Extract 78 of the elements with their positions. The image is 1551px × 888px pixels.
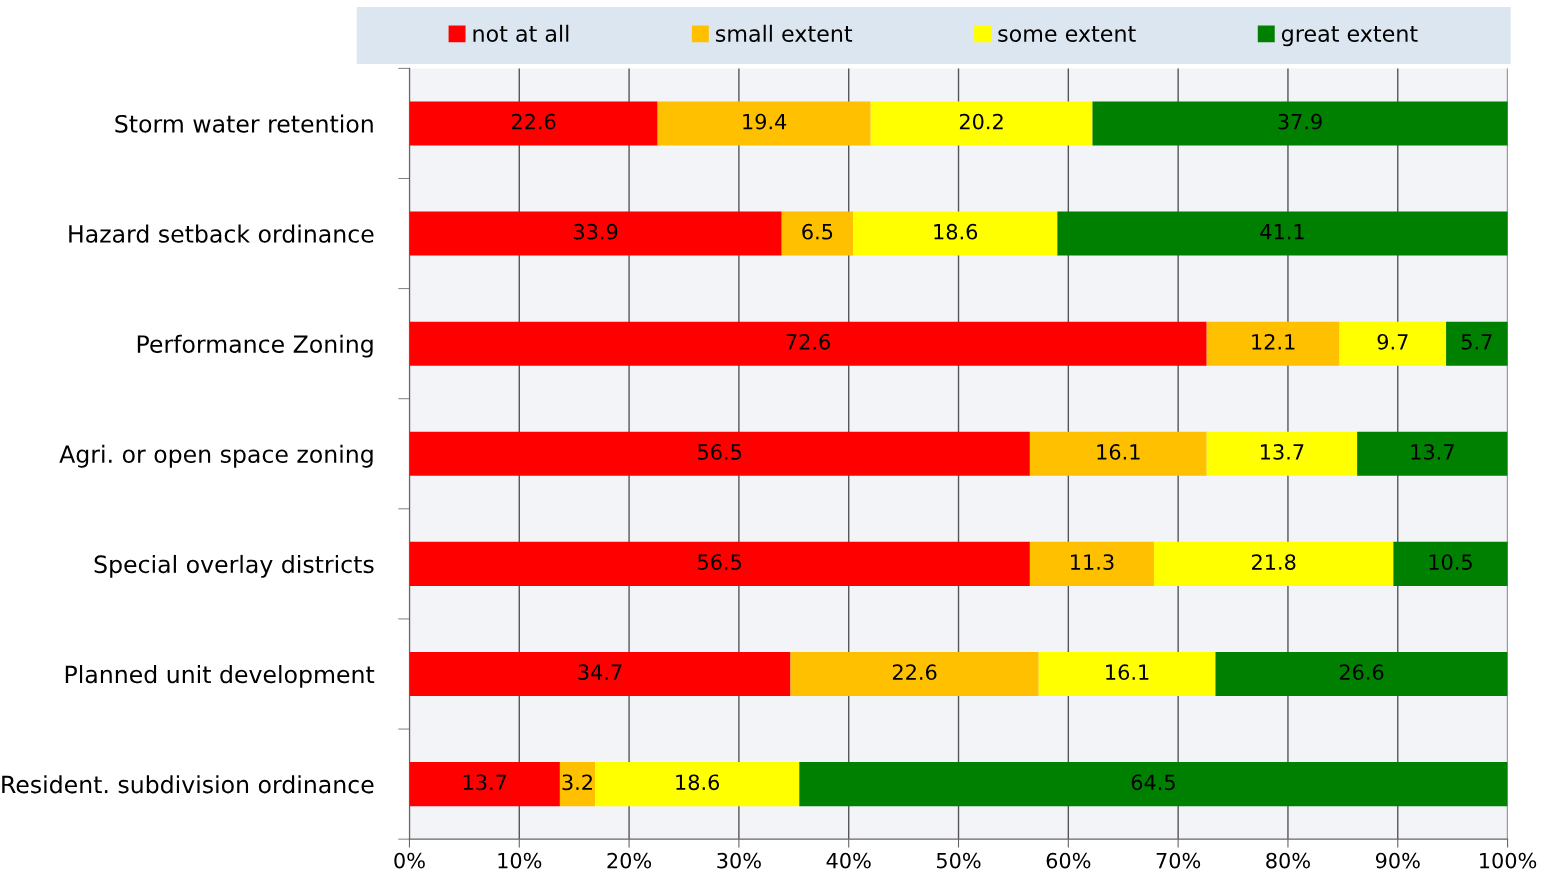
legend-label: small extent bbox=[715, 24, 853, 42]
bar bbox=[1357, 431, 1508, 476]
data-label: 72.6 bbox=[786, 333, 830, 350]
bar bbox=[409, 541, 1030, 586]
data-label: 18.6 bbox=[676, 774, 720, 791]
y-tick-label: Resident. subdivision ordinance bbox=[2, 775, 374, 794]
legend-label: some extent bbox=[998, 26, 1136, 42]
bar bbox=[1215, 651, 1508, 697]
x-tick-label: 50% bbox=[936, 852, 981, 869]
y-tick-label: Hazard setback ordinance bbox=[69, 224, 374, 243]
y-tick-label: Planned unit development bbox=[65, 665, 375, 688]
x-tick-label: 30% bbox=[717, 852, 761, 869]
x-tick-label: 10% bbox=[498, 852, 542, 869]
y-tick-label: Performance Zoning bbox=[137, 334, 373, 358]
bar bbox=[1038, 651, 1216, 697]
data-label: 41.1 bbox=[1260, 224, 1304, 240]
x-tick-label: 70% bbox=[1156, 852, 1201, 869]
bar bbox=[409, 651, 791, 697]
data-label: 13.7 bbox=[1261, 444, 1304, 460]
y-tick-label: Storm water retention bbox=[115, 114, 373, 133]
data-label: 56.5 bbox=[698, 444, 742, 460]
data-label: 37.9 bbox=[1278, 113, 1322, 130]
x-tick-label: 90% bbox=[1375, 852, 1420, 869]
bar bbox=[1057, 211, 1508, 256]
data-label: 34.7 bbox=[578, 664, 622, 681]
data-label: 22.6 bbox=[892, 664, 937, 681]
bar bbox=[1029, 541, 1154, 586]
data-label: 12.1 bbox=[1252, 333, 1295, 350]
x-tick-label: 20% bbox=[607, 852, 652, 869]
bar bbox=[853, 211, 1058, 256]
data-label: 18.6 bbox=[934, 223, 978, 240]
data-label: 10.5 bbox=[1429, 554, 1472, 570]
bar bbox=[1393, 541, 1508, 586]
legend-label: great extent bbox=[1281, 26, 1418, 47]
bar bbox=[409, 431, 1030, 476]
data-label: 13.7 bbox=[463, 774, 507, 791]
data-label: 13.7 bbox=[1411, 444, 1454, 460]
x-tick-label: 100% bbox=[1480, 852, 1537, 869]
data-label: 21.8 bbox=[1252, 554, 1296, 570]
bar bbox=[595, 762, 800, 807]
data-label: 19.4 bbox=[743, 113, 787, 130]
data-label: 64.5 bbox=[1131, 774, 1175, 791]
data-label: 3.2 bbox=[562, 774, 592, 791]
data-label: 16.1 bbox=[1097, 444, 1140, 460]
x-tick-label: 0% bbox=[394, 852, 425, 869]
bar bbox=[409, 101, 658, 146]
data-label: 20.2 bbox=[959, 113, 1003, 130]
data-label: 22.6 bbox=[511, 113, 556, 130]
data-label: 6.5 bbox=[802, 223, 833, 240]
bar bbox=[559, 762, 596, 807]
data-label: 16.1 bbox=[1106, 664, 1149, 681]
bar bbox=[1153, 541, 1394, 586]
x-tick-label: 80% bbox=[1266, 852, 1310, 869]
data-label: 5.7 bbox=[1461, 334, 1492, 350]
x-tick-label: 40% bbox=[826, 852, 871, 869]
legend-label: not at all bbox=[473, 24, 569, 42]
data-label: 56.5 bbox=[698, 554, 742, 570]
bar bbox=[790, 651, 1039, 697]
bar bbox=[409, 321, 1207, 366]
data-label: 9.7 bbox=[1377, 333, 1408, 350]
bar bbox=[1029, 431, 1207, 476]
bar bbox=[1206, 431, 1358, 476]
bar bbox=[1339, 321, 1447, 366]
x-tick-label: 60% bbox=[1046, 852, 1091, 869]
bar bbox=[799, 762, 1508, 807]
bar bbox=[409, 762, 560, 807]
bar bbox=[781, 211, 854, 256]
y-tick-label: Special overlay districts bbox=[94, 554, 374, 578]
data-label: 26.6 bbox=[1339, 664, 1384, 681]
data-label: 11.3 bbox=[1071, 554, 1114, 570]
bar bbox=[1446, 321, 1508, 366]
bar bbox=[657, 101, 871, 146]
bar bbox=[870, 101, 1093, 146]
y-tick-label: Agri. or open space zoning bbox=[59, 444, 373, 468]
bar bbox=[409, 211, 782, 256]
bar bbox=[1092, 101, 1508, 146]
data-label: 33.9 bbox=[573, 223, 618, 240]
bar bbox=[1206, 321, 1340, 366]
